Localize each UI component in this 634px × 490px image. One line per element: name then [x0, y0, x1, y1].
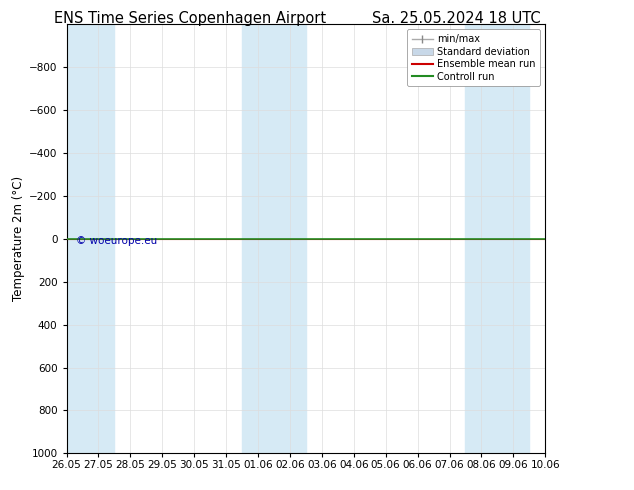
Bar — [242, 24, 274, 453]
Legend: min/max, Standard deviation, Ensemble mean run, Controll run: min/max, Standard deviation, Ensemble me… — [407, 29, 540, 86]
Bar — [465, 24, 498, 453]
Bar — [497, 24, 529, 453]
Y-axis label: Temperature 2m (°C): Temperature 2m (°C) — [12, 176, 25, 301]
Text: Sa. 25.05.2024 18 UTC: Sa. 25.05.2024 18 UTC — [372, 11, 541, 26]
Bar — [51, 24, 82, 453]
Text: © woeurope.eu: © woeurope.eu — [76, 236, 157, 245]
Bar — [82, 24, 114, 453]
Text: ENS Time Series Copenhagen Airport: ENS Time Series Copenhagen Airport — [54, 11, 327, 26]
Bar — [274, 24, 306, 453]
